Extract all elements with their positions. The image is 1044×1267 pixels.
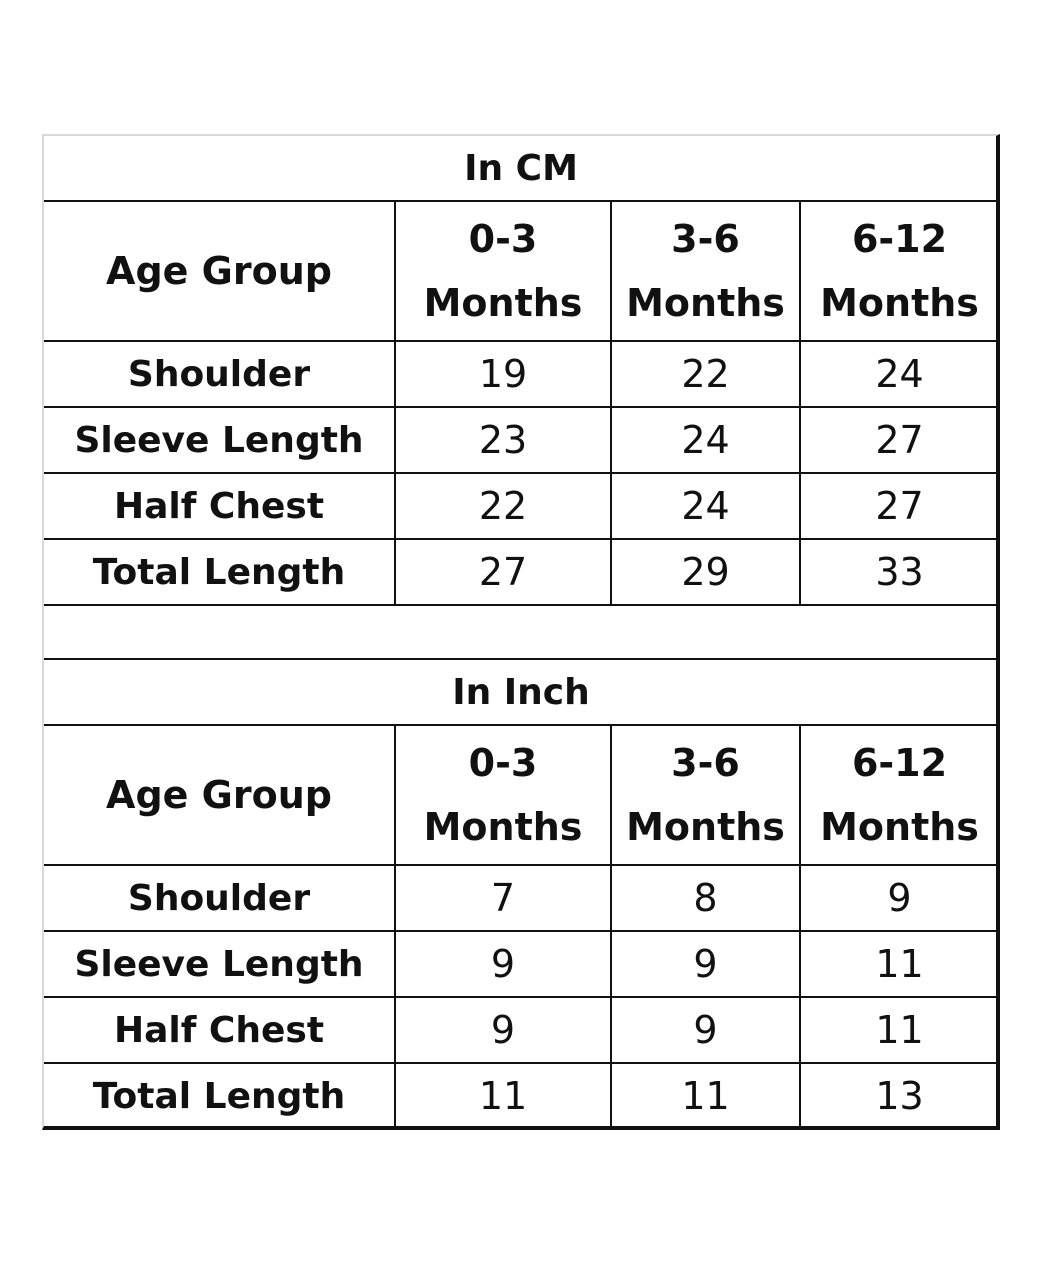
header-row: Age Group 0-3 Months 3-6 Months 6-12 Months [44,200,998,342]
size-chart: In CM Age Group 0-3 Months 3-6 Months 6-12… [42,134,1000,1130]
column-header: 0-3 Months [394,724,612,866]
table-cell: 24 [610,406,801,474]
table-cell: 11 [610,1062,801,1130]
table-cell: 27 [799,406,998,474]
table-cell: 22 [394,472,612,540]
row-label: Half Chest [44,996,396,1064]
table-cell: 7 [394,864,612,932]
row-label: Half Chest [44,472,396,540]
table-row: Half Chest 9 9 11 [44,996,998,1064]
table-row: Sleeve Length 23 24 27 [44,406,998,474]
age-group-header: Age Group [44,200,396,342]
table-cell: 24 [610,472,801,540]
table-cell: 22 [610,340,801,408]
header-row: Age Group 0-3 Months 3-6 Months 6-12 Months [44,724,998,866]
table-cell: 9 [394,930,612,998]
table-cell: 19 [394,340,612,408]
table-cell: 13 [799,1062,998,1130]
age-group-header: Age Group [44,724,396,866]
table-title: In Inch [44,660,998,726]
table-row: Total Length 11 11 13 [44,1062,998,1130]
row-label: Shoulder [44,864,396,932]
table-row: Sleeve Length 9 9 11 [44,930,998,998]
column-header: 6-12 Months [799,724,998,866]
row-label: Total Length [44,1062,396,1130]
table-cell: 33 [799,538,998,606]
table-cell: 23 [394,406,612,474]
table-cell: 9 [610,996,801,1064]
table-cell: 9 [799,864,998,932]
row-label: Shoulder [44,340,396,408]
table-row: Half Chest 22 24 27 [44,472,998,540]
column-header: 0-3 Months [394,200,612,342]
table-cell: 11 [799,996,998,1064]
table-cell: 9 [394,996,612,1064]
empty-row [44,608,996,660]
table-row: Shoulder 19 22 24 [44,340,998,408]
row-label: Total Length [44,538,396,606]
column-header: 6-12 Months [799,200,998,342]
table-cell: 29 [610,538,801,606]
size-table-cm: In CM Age Group 0-3 Months 3-6 Months 6-12… [44,136,998,606]
column-header: 3-6 Months [610,200,801,342]
table-row: Shoulder 7 8 9 [44,864,998,932]
row-label: Sleeve Length [44,930,396,998]
size-table-inch: In Inch Age Group 0-3 Months 3-6 Months 6-… [44,660,998,1130]
table-cell: 9 [610,930,801,998]
table-cell: 27 [799,472,998,540]
column-header: 3-6 Months [610,724,801,866]
table-row: Total Length 27 29 33 [44,538,998,606]
table-title: In CM [44,136,998,202]
table-cell: 27 [394,538,612,606]
table-cell: 8 [610,864,801,932]
row-label: Sleeve Length [44,406,396,474]
table-cell: 11 [799,930,998,998]
table-cell: 24 [799,340,998,408]
table-cell: 11 [394,1062,612,1130]
